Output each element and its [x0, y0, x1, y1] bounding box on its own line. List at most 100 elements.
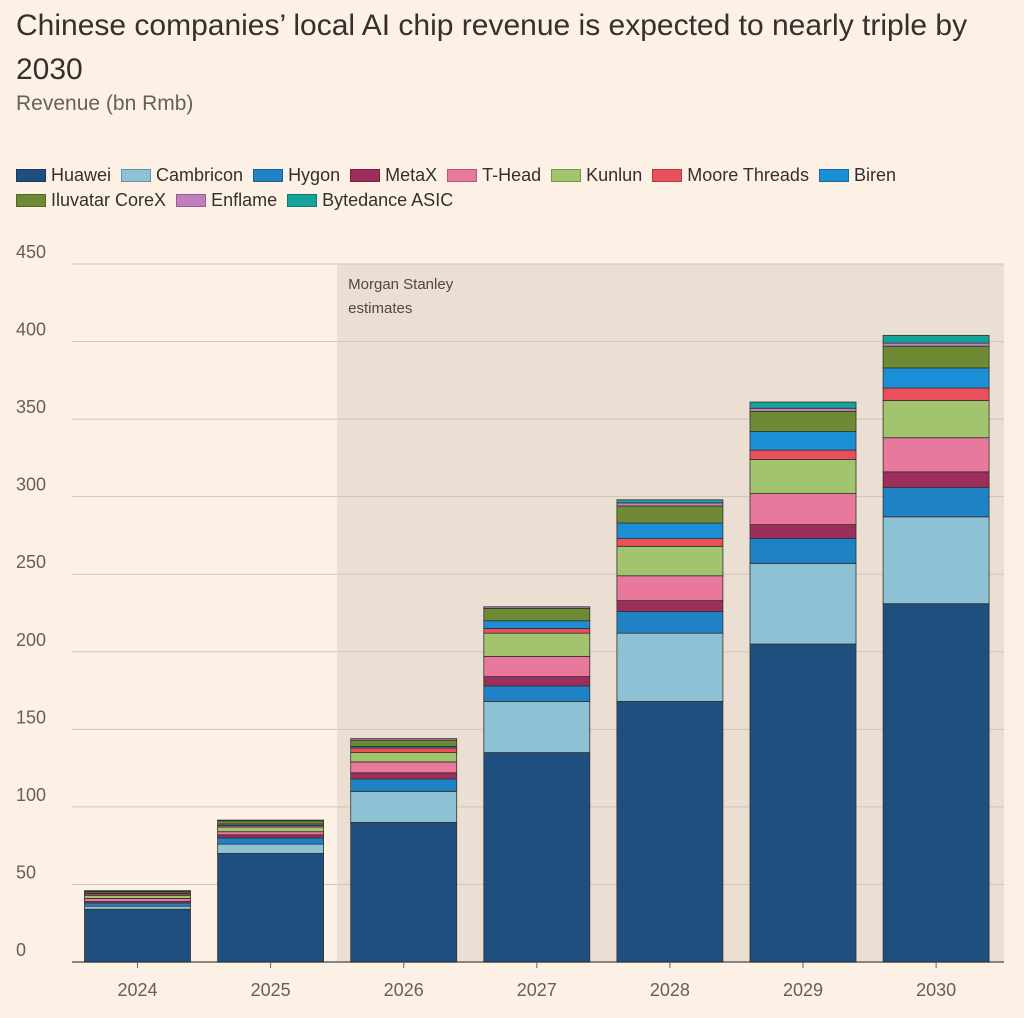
x-tick-label: 2025: [251, 980, 291, 1000]
x-tick-label: 2026: [384, 980, 424, 1000]
legend-swatch: [253, 169, 284, 182]
bar-segment-t-head-2029: [749, 493, 857, 525]
bar-segment-hygon-2024: [84, 902, 191, 907]
bar-segment-iluvatar-corex-2026: [350, 739, 458, 747]
legend-item-metax: MetaX: [350, 165, 437, 186]
legend-label: Cambricon: [156, 165, 244, 185]
bar-segment-enflame-2028: [616, 502, 724, 507]
legend-item-biren: Biren: [818, 165, 896, 186]
legend-label: Moore Threads: [687, 165, 809, 185]
legend-swatch: [447, 169, 478, 182]
legend-swatch: [652, 169, 683, 182]
bar-segment-metax-2030: [882, 471, 990, 488]
bar-segment-kunlun-2030: [882, 400, 990, 439]
bar-segment-enflame-2030: [882, 342, 990, 347]
bar-segment-enflame-2027: [483, 606, 591, 609]
bar-segment-biren-2030: [882, 367, 990, 389]
legend-swatch: [350, 169, 381, 182]
bar-segment-iluvatar-corex-2027: [483, 607, 591, 622]
bar-segment-bytedance-asic-2030: [882, 334, 990, 344]
legend-item-moore-threads: Moore Threads: [652, 165, 809, 186]
legend-swatch: [818, 169, 849, 182]
legend-label: MetaX: [385, 165, 438, 185]
chart-subtitle: Revenue (bn Rmb): [16, 92, 194, 115]
bar-segment-enflame-2029: [749, 407, 857, 412]
x-tick-label: 2027: [517, 980, 557, 1000]
legend-item-t-head: T-Head: [447, 165, 541, 186]
y-tick-label: 250: [16, 552, 46, 572]
x-tick-label: 2029: [783, 980, 823, 1000]
bar-segment-kunlun-2027: [483, 632, 591, 657]
bar-segment-iluvatar-corex-2030: [882, 345, 990, 369]
bar-segment-moore-threads-2030: [882, 387, 990, 401]
bar-segment-t-head-2027: [483, 656, 591, 677]
legend-swatch: [16, 194, 46, 207]
bar-segment-biren-2027: [483, 620, 591, 629]
y-tick-label: 150: [16, 707, 46, 727]
bar-segment-moore-threads-2029: [749, 449, 857, 460]
bar-segment-iluvatar-corex-2028: [616, 505, 724, 524]
bar-segment-bytedance-asic-2029: [749, 401, 857, 409]
chart-legend: Huawei Cambricon Hygon MetaX T-Head Kunlun Moo…: [16, 163, 1016, 213]
annotation-text: estimates: [348, 300, 412, 317]
legend-swatch: [121, 169, 152, 182]
bar-segment-hygon-2026: [350, 778, 458, 792]
bar-segment-t-head-2028: [616, 575, 724, 601]
bar-segment-huawei-2024: [84, 908, 191, 963]
x-tick-label: 2024: [117, 980, 157, 1000]
legend-label: T-Head: [482, 165, 542, 185]
bar-segment-biren-2029: [749, 431, 857, 451]
bar-segment-metax-2025: [217, 834, 325, 839]
bar-segment-huawei-2027: [483, 752, 591, 963]
legend-item-enflame: Enflame: [176, 190, 277, 211]
bar-segment-enflame-2025: [217, 819, 325, 822]
legend-swatch: [176, 194, 207, 207]
legend-label: Iluvatar CoreX: [51, 190, 167, 210]
y-tick-label: 50: [16, 862, 36, 882]
bar-segment-huawei-2026: [350, 822, 458, 963]
legend-label: Enflame: [211, 190, 278, 210]
legend-row: Huawei Cambricon Hygon MetaX T-Head Kunlun Moo…: [16, 163, 1016, 188]
bar-segment-cambricon-2027: [483, 701, 591, 753]
bar-segment-metax-2026: [350, 772, 458, 780]
legend-label: Huawei: [51, 165, 112, 185]
y-tick-label: 300: [16, 475, 46, 495]
bar-segment-moore-threads-2027: [483, 628, 591, 634]
bar-segment-kunlun-2029: [749, 459, 857, 494]
legend-item-cambricon: Cambricon: [121, 165, 243, 186]
bar-segment-cambricon-2029: [749, 562, 857, 645]
bar-segment-cambricon-2028: [616, 632, 724, 702]
bar-segment-biren-2028: [616, 522, 724, 539]
legend-swatch: [287, 194, 318, 207]
bar-segment-iluvatar-corex-2029: [749, 410, 857, 432]
legend-swatch: [16, 169, 46, 182]
bar-segment-cambricon-2030: [882, 516, 990, 605]
chart-title: Chinese companies’ local AI chip revenue…: [16, 9, 968, 86]
bar-segment-moore-threads-2026: [350, 747, 458, 753]
bar-segment-hygon-2029: [749, 538, 857, 564]
bar-segment-metax-2029: [749, 524, 857, 539]
bar-segment-hygon-2027: [483, 685, 591, 702]
y-tick-label: 200: [16, 630, 46, 650]
bar-segment-hygon-2028: [616, 611, 724, 634]
bar-segment-kunlun-2028: [616, 545, 724, 577]
x-tick-label: 2028: [650, 980, 690, 1000]
bar-segment-enflame-2026: [350, 738, 458, 741]
bar-segment-t-head-2026: [350, 761, 458, 774]
y-tick-label: 0: [16, 940, 26, 960]
y-tick-label: 400: [16, 320, 46, 340]
bar-segment-huawei-2025: [217, 853, 325, 963]
bar-segment-huawei-2028: [616, 701, 724, 963]
bar-segment-kunlun-2026: [350, 752, 458, 763]
x-tick-label: 2030: [916, 980, 956, 1000]
legend-label: Biren: [853, 165, 896, 185]
legend-item-hygon: Hygon: [253, 165, 340, 186]
y-tick-label: 100: [16, 785, 46, 805]
legend-label: Kunlun: [586, 165, 643, 185]
legend-item-iluvatar-corex: Iluvatar CoreX: [16, 190, 166, 211]
legend-item-bytedance-asic: Bytedance ASIC: [287, 190, 453, 211]
bar-segment-enflame-2024: [84, 890, 191, 892]
bar-segment-iluvatar-corex-2025: [217, 820, 325, 825]
bar-segment-hygon-2030: [882, 486, 990, 518]
